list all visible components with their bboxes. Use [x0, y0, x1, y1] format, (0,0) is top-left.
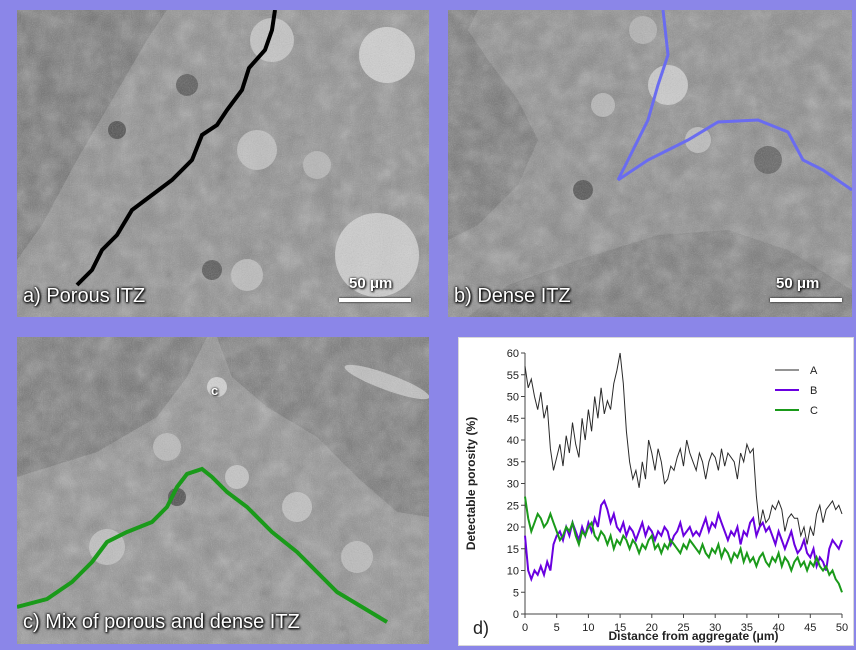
scale-bar-b [770, 298, 842, 302]
y-tick-label: 60 [507, 348, 519, 360]
y-tick-label: 40 [507, 435, 519, 447]
x-tick-label: 30 [709, 622, 721, 634]
x-tick-label: 25 [677, 622, 689, 634]
x-tick-label: 20 [646, 622, 658, 634]
itz-boundary-line-b2 [617, 118, 852, 192]
y-tick-label: 10 [507, 566, 519, 578]
scale-label-a: 50 μm [349, 275, 393, 292]
y-tick-label: 25 [507, 500, 519, 512]
itz-boundary-line-b1 [616, 10, 670, 181]
micrograph-b-image [448, 10, 852, 317]
y-tick-label: 45 [507, 413, 519, 425]
panel-a-micrograph: a) Porous ITZ 50 μm [17, 10, 429, 317]
point-label-c: c [211, 383, 219, 398]
caption-a: a) Porous ITZ [23, 285, 146, 307]
y-axis-label: Detectable porosity (%) [464, 417, 478, 550]
series-line-b [524, 498, 843, 583]
y-tick-label: 5 [513, 587, 519, 599]
y-tick-label: 15 [507, 544, 519, 556]
itz-boundary-line-a [75, 10, 277, 287]
y-tick-label: 35 [507, 457, 519, 469]
x-tick-label: 0 [522, 622, 528, 634]
y-tick-label: 55 [507, 370, 519, 382]
panel-label-d: d) [473, 618, 489, 638]
panel-d-chart: 0 5 10 15 20 25 30 35 40 45 50 55 60 0 5 10 15 20 25 30 35 40… [458, 337, 854, 646]
scale-label-b: 50 μm [776, 275, 820, 292]
itz-boundary-line-c [17, 466, 389, 624]
x-tick-label: 45 [804, 622, 816, 634]
y-tick-label: 0 [513, 609, 519, 621]
x-tick-label: 10 [582, 622, 594, 634]
caption-b: b) Dense ITZ [454, 285, 571, 307]
scale-bar-a [339, 298, 411, 302]
x-axis-label: Distance from aggregate (μm) [608, 629, 778, 643]
porosity-chart: 0 5 10 15 20 25 30 35 40 45 50 55 60 0 5 10 15 20 25 30 35 40… [464, 348, 848, 643]
series-line-a [524, 352, 843, 545]
legend-label-c: C [810, 405, 818, 417]
caption-c: c) Mix of porous and dense ITZ [23, 611, 300, 633]
y-tick-label: 50 [507, 392, 519, 404]
x-tick-label: 5 [554, 622, 560, 634]
x-tick-label: 35 [741, 622, 753, 634]
x-tick-label: 15 [614, 622, 626, 634]
y-tick-label: 20 [507, 522, 519, 534]
series-line-c [524, 496, 843, 593]
panel-b-micrograph: b) Dense ITZ 50 μm [448, 10, 852, 317]
x-tick-label: 40 [772, 622, 784, 634]
y-tick-label: 30 [507, 479, 519, 491]
panel-c-micrograph: c c) Mix of porous and dense ITZ [17, 337, 429, 644]
micrograph-c-image [17, 337, 429, 644]
micrograph-a-image [17, 10, 429, 317]
legend-label-b: B [810, 385, 817, 397]
legend-label-a: A [810, 365, 818, 377]
x-tick-label: 50 [836, 622, 848, 634]
